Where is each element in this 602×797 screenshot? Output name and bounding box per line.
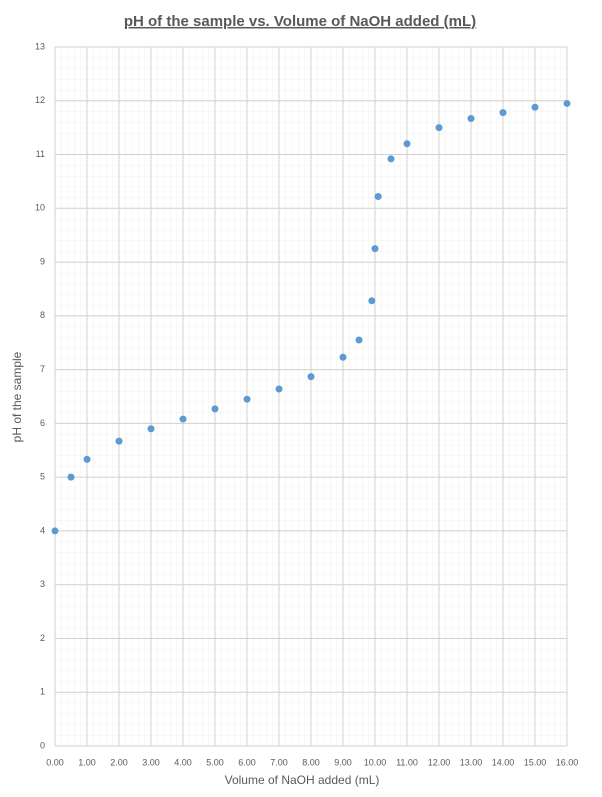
y-tick-label: 10 xyxy=(35,203,45,213)
x-tick-label: 16.00 xyxy=(556,757,579,767)
chart-title: pH of the sample vs. Volume of NaOH adde… xyxy=(124,13,476,30)
data-point xyxy=(83,455,91,463)
data-point xyxy=(355,336,363,344)
data-point xyxy=(563,99,571,107)
data-point xyxy=(467,115,475,123)
x-tick-label: 5.00 xyxy=(206,757,224,767)
y-tick-label: 4 xyxy=(40,525,45,535)
data-point xyxy=(179,415,187,423)
data-point xyxy=(67,473,75,481)
y-tick-label: 1 xyxy=(40,687,45,697)
x-tick-label: 14.00 xyxy=(492,757,515,767)
data-point xyxy=(368,297,376,305)
x-tick-label: 9.00 xyxy=(334,757,352,767)
y-tick-label: 8 xyxy=(40,310,45,320)
x-tick-label: 2.00 xyxy=(110,757,128,767)
y-tick-label: 12 xyxy=(35,95,45,105)
data-point xyxy=(371,245,379,253)
y-tick-label: 11 xyxy=(36,149,45,159)
data-point xyxy=(403,140,411,148)
x-tick-label: 0.00 xyxy=(46,757,64,767)
x-tick-label: 8.00 xyxy=(302,757,320,767)
x-axis-title: Volume of NaOH added (mL) xyxy=(225,773,380,787)
x-tick-label: 7.00 xyxy=(270,757,288,767)
x-tick-label: 3.00 xyxy=(142,757,160,767)
y-tick-label: 3 xyxy=(40,579,45,589)
data-point xyxy=(211,405,219,413)
y-tick-label: 2 xyxy=(40,633,45,643)
y-tick-label: 7 xyxy=(40,364,45,374)
x-tick-label: 11.00 xyxy=(396,757,418,767)
x-tick-label: 4.00 xyxy=(174,757,192,767)
x-tick-label: 10.00 xyxy=(364,757,387,767)
x-tick-label: 12.00 xyxy=(428,757,451,767)
data-point xyxy=(147,425,155,433)
x-tick-label: 6.00 xyxy=(238,757,256,767)
x-tick-label: 13.00 xyxy=(460,757,483,767)
y-tick-label: 13 xyxy=(35,41,45,51)
data-point xyxy=(275,385,283,393)
y-axis-title: pH of the sample xyxy=(10,351,24,442)
y-tick-label: 5 xyxy=(40,472,45,482)
data-point xyxy=(531,103,539,111)
data-point xyxy=(499,109,507,117)
y-tick-label: 6 xyxy=(40,418,45,428)
data-point xyxy=(307,373,315,381)
data-point xyxy=(374,192,382,200)
data-point xyxy=(435,124,443,132)
data-point xyxy=(51,527,59,535)
x-tick-label: 1.00 xyxy=(78,757,96,767)
y-tick-label: 9 xyxy=(40,256,45,266)
data-point xyxy=(115,437,123,445)
data-point xyxy=(339,353,347,361)
data-point xyxy=(243,395,251,403)
x-tick-label: 15.00 xyxy=(524,757,547,767)
data-point xyxy=(387,155,395,163)
y-tick-label: 0 xyxy=(40,740,45,750)
